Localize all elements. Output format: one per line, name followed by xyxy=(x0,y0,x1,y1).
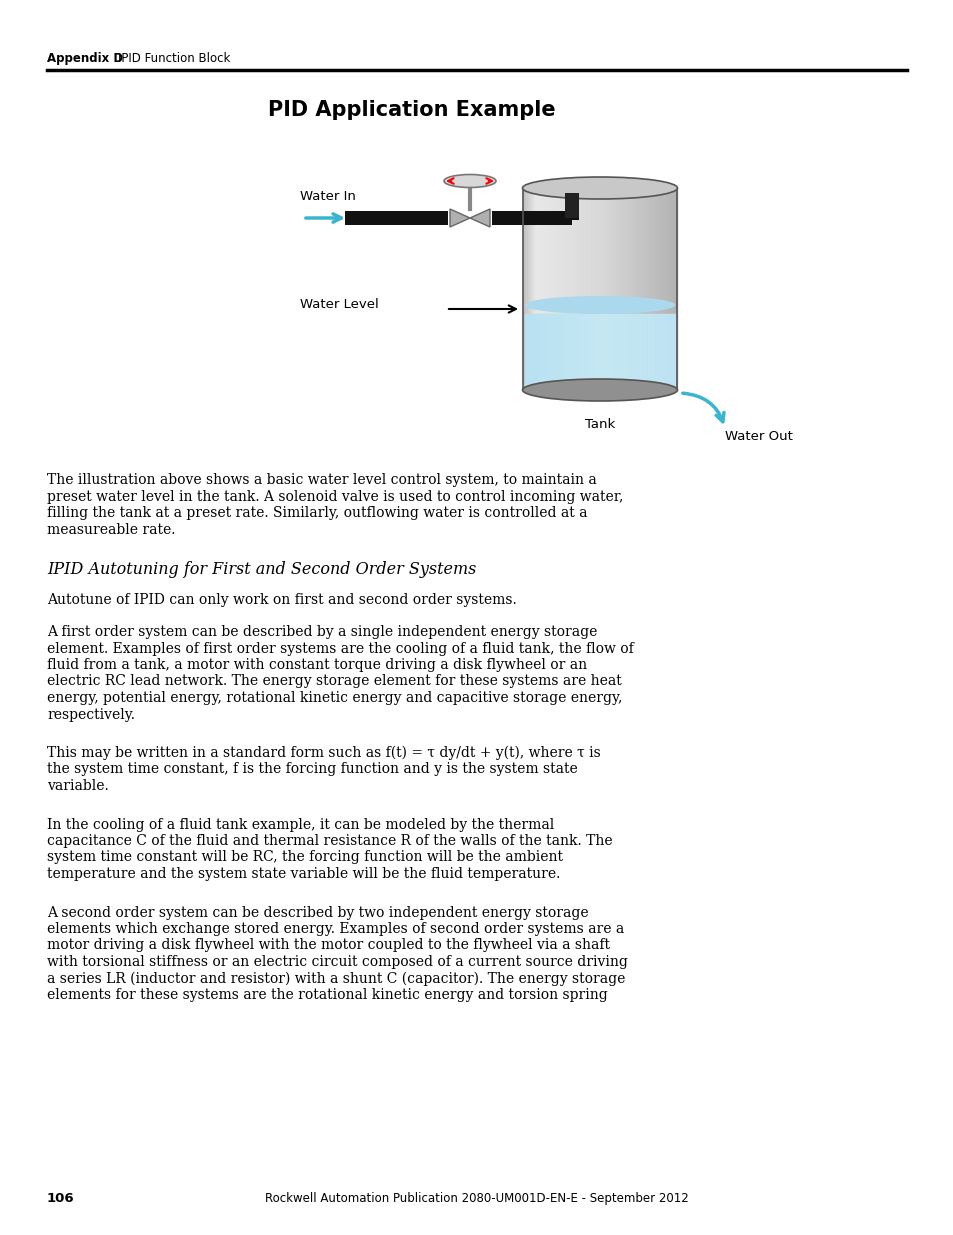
Text: 106: 106 xyxy=(47,1192,74,1205)
Ellipse shape xyxy=(522,177,677,199)
Text: This may be written in a standard form such as f(t) = τ dy/dt + y(t), where τ is: This may be written in a standard form s… xyxy=(47,746,600,761)
Text: filling the tank at a preset rate. Similarly, outflowing water is controlled at : filling the tank at a preset rate. Simil… xyxy=(47,506,587,520)
Text: fluid from a tank, a motor with constant torque driving a disk flywheel or an: fluid from a tank, a motor with constant… xyxy=(47,658,586,672)
Text: the system time constant, f is the forcing function and y is the system state: the system time constant, f is the forci… xyxy=(47,762,578,777)
Polygon shape xyxy=(470,209,490,227)
Text: energy, potential energy, rotational kinetic energy and capacitive storage energ: energy, potential energy, rotational kin… xyxy=(47,692,621,705)
Text: In the cooling of a fluid tank example, it can be modeled by the thermal: In the cooling of a fluid tank example, … xyxy=(47,818,554,831)
Text: Autotune of IPID can only work on first and second order systems.: Autotune of IPID can only work on first … xyxy=(47,593,517,606)
Text: Rockwell Automation Publication 2080-UM001D-EN-E - September 2012: Rockwell Automation Publication 2080-UM0… xyxy=(265,1192,688,1205)
Text: Water Out: Water Out xyxy=(724,430,792,443)
Text: motor driving a disk flywheel with the motor coupled to the flywheel via a shaft: motor driving a disk flywheel with the m… xyxy=(47,939,609,952)
Ellipse shape xyxy=(443,174,496,188)
Bar xyxy=(564,193,578,219)
Bar xyxy=(564,207,578,220)
Text: elements which exchange stored energy. Examples of second order systems are a: elements which exchange stored energy. E… xyxy=(47,923,623,936)
Text: elements for these systems are the rotational kinetic energy and torsion spring: elements for these systems are the rotat… xyxy=(47,988,607,1002)
Text: A second order system can be described by two independent energy storage: A second order system can be described b… xyxy=(47,905,588,920)
Text: Water Level: Water Level xyxy=(299,298,378,311)
Text: Appendix D: Appendix D xyxy=(47,52,123,65)
Text: a series LR (inductor and resistor) with a shunt C (capacitor). The energy stora: a series LR (inductor and resistor) with… xyxy=(47,972,625,986)
Ellipse shape xyxy=(524,296,675,314)
Text: A first order system can be described by a single independent energy storage: A first order system can be described by… xyxy=(47,625,597,638)
Text: IPID Autotuning for First and Second Order Systems: IPID Autotuning for First and Second Ord… xyxy=(47,561,476,578)
Text: measureable rate.: measureable rate. xyxy=(47,522,175,536)
Text: Water In: Water In xyxy=(299,190,355,203)
Text: Tank: Tank xyxy=(584,417,615,431)
Text: system time constant will be RC, the forcing function will be the ambient: system time constant will be RC, the for… xyxy=(47,851,562,864)
Text: with torsional stiffness or an electric circuit composed of a current source dri: with torsional stiffness or an electric … xyxy=(47,955,627,969)
Text: element. Examples of first order systems are the cooling of a fluid tank, the fl: element. Examples of first order systems… xyxy=(47,641,633,656)
Text: IPID Function Block: IPID Function Block xyxy=(118,52,230,65)
Ellipse shape xyxy=(522,379,677,401)
Text: The illustration above shows a basic water level control system, to maintain a: The illustration above shows a basic wat… xyxy=(47,473,597,487)
Text: capacitance C of the fluid and thermal resistance R of the walls of the tank. Th: capacitance C of the fluid and thermal r… xyxy=(47,834,612,848)
Bar xyxy=(345,211,448,225)
Polygon shape xyxy=(450,209,470,227)
Text: PID Application Example: PID Application Example xyxy=(268,100,555,120)
Bar xyxy=(492,211,572,225)
Text: electric RC lead network. The energy storage element for these systems are heat: electric RC lead network. The energy sto… xyxy=(47,674,621,688)
Text: variable.: variable. xyxy=(47,779,109,793)
Text: respectively.: respectively. xyxy=(47,708,135,721)
Text: temperature and the system state variable will be the fluid temperature.: temperature and the system state variabl… xyxy=(47,867,559,881)
Text: preset water level in the tank. A solenoid valve is used to control incoming wat: preset water level in the tank. A soleno… xyxy=(47,489,622,504)
